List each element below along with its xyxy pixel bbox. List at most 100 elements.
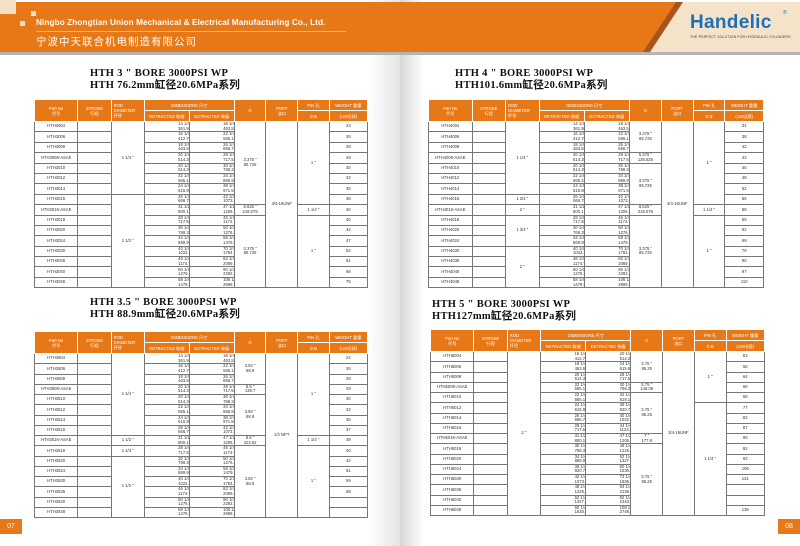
value-in: 34 1/4 " xyxy=(178,235,190,241)
weight: 33 xyxy=(328,404,369,416)
value-in: 24 1/4 " xyxy=(573,183,585,189)
header-rod-text: 杆径 xyxy=(508,113,517,118)
weight: 42 xyxy=(724,141,764,154)
stroke: 16 "406.4 xyxy=(77,193,112,206)
value-in: 82 1/4 " xyxy=(618,256,630,262)
value-mm: 1276.35 xyxy=(573,271,584,277)
table-row: HTH3016-ASAE16 "406.431 1/2 "800.147 1/2… xyxy=(33,204,369,216)
header-dimensions-text: DIMENSIONS 尺寸 xyxy=(566,102,603,108)
retracted: 50 1/4 "1276.35 xyxy=(538,266,585,278)
value-in: 30 1/4 " xyxy=(619,382,631,387)
value-in: 40 1/4 " xyxy=(573,246,585,251)
table-row: HTH501616 "406.428 1/4 "717.5544 1/4 "11… xyxy=(429,422,765,435)
part-number: HTH4012 xyxy=(428,172,473,185)
header-retracted: RETRACTED 收缩 xyxy=(143,110,190,122)
header-weight-unit: (LBS)(磅) xyxy=(725,340,765,352)
weight: 29 xyxy=(328,152,369,164)
value-in: 58 1/4 " xyxy=(178,277,190,282)
retracted: 34 1/4 "869.95 xyxy=(538,235,585,247)
extracted: 30 1/4 "768.35 xyxy=(585,381,632,394)
table-row: HTH354848 "1219.258 1/4 "1479.55106 1/4 … xyxy=(33,506,369,519)
value-in: 16 1/4 " xyxy=(178,363,190,369)
page-number-left: 07 xyxy=(0,519,22,534)
header-pin-text: PIN 孔 xyxy=(307,334,320,340)
table-row: HTH401818 "457.21 3/4 "28 1/4 "717.5546 … xyxy=(428,214,764,289)
header-dimensions: DIMENSIONS 尺寸 xyxy=(538,99,630,111)
part-number: HTH5012 xyxy=(429,402,475,414)
g-dimension: 3.375 " 85.725 xyxy=(628,214,662,289)
header-weight-unit: (LBS)(磅) xyxy=(328,110,369,122)
value-mm: 1022.35 xyxy=(178,250,189,256)
g-dimension: 3.75 " 95.25 xyxy=(630,392,664,434)
title-en: HTH 5 " BORE 3000PSI WP xyxy=(432,299,571,310)
value-mm: 971.55 xyxy=(223,188,234,194)
part-number: HTH5014 xyxy=(429,412,475,424)
value-in: 5.75 " xyxy=(641,382,653,387)
retracted: 20 1/4 "514.35 xyxy=(540,371,587,383)
value-in: 8.625 " xyxy=(243,204,257,210)
value-in: 28 1/4 " xyxy=(619,372,631,377)
value-in: 90 1/4 " xyxy=(223,497,235,502)
retracted: 22 1/4 "565.15 xyxy=(540,381,587,394)
header-stroke: STROKE 行程 xyxy=(471,99,507,122)
pin-diameter: 1 1/4 " xyxy=(693,402,727,516)
value-in: 46 1/4 " xyxy=(178,486,190,492)
weight: 77 xyxy=(725,402,765,414)
value-in: 38 1/4 " xyxy=(223,415,235,420)
g-dimension: 7 " 177.8 xyxy=(630,432,664,445)
part-number: HTH4036 xyxy=(428,256,473,268)
part-number: HTH4008 xyxy=(428,141,473,154)
value-in: 28 1/4 " xyxy=(178,215,190,220)
value-mm: 1123.95 xyxy=(619,427,630,433)
weight: 43 xyxy=(724,152,764,164)
header-g: G xyxy=(628,99,662,122)
part-number: HTH4030 xyxy=(428,245,473,258)
value-mm: 666.75 xyxy=(223,146,234,152)
extracted: 52 1/4 "1327.15 xyxy=(585,453,632,465)
header-retracted-text: RETRACTED 收缩 xyxy=(545,343,581,349)
stroke: 8 "203.2 xyxy=(473,371,508,383)
stroke: 36 "914.4 xyxy=(77,256,112,268)
stroke: 14 "355.6 xyxy=(77,414,112,426)
value-in: 30 1/4 " xyxy=(223,163,235,168)
extracted: 48 1/4 "1225.55 xyxy=(585,443,632,455)
weight: 79 xyxy=(724,245,764,258)
part-number: HTH3008-ASAE xyxy=(33,152,79,164)
value-in: 52 1/4 " xyxy=(574,495,586,500)
table-row: HTH3508-ASAE8 "203.220 1/4 "514.3528 1/4… xyxy=(33,383,369,396)
retracted: 46 1/4 "1174.75 xyxy=(143,486,190,498)
header-pin: PIN 孔 xyxy=(297,331,330,343)
part-number: HTH3510 xyxy=(33,393,79,406)
value-in: 34 1/4 " xyxy=(178,466,190,471)
value-mm: 666.75 xyxy=(223,378,234,384)
value-mm: 666.75 xyxy=(574,417,586,423)
value-in: 18 1/4 " xyxy=(178,374,190,379)
part-number: HTH5040 xyxy=(429,494,475,506)
value-mm: 2292.35 xyxy=(223,501,234,507)
retracted: 31 1/2 "800.1 xyxy=(540,432,587,445)
header-band-left xyxy=(0,0,400,52)
part-number: HTH3006 xyxy=(33,131,79,143)
retracted: 31 1/2 "800.1 xyxy=(143,204,190,216)
part-number: HTH3536 xyxy=(33,486,79,498)
value-mm: 2292.35 xyxy=(223,271,234,277)
g-dimension: 8.8 " 223.52 xyxy=(233,434,267,447)
table-title: HTH 4 " BORE 3000PSI WP HTH101.6mm缸径20.6M… xyxy=(455,68,608,92)
part-number: HTH3504 xyxy=(33,352,79,365)
value-in: 70 1/4 " xyxy=(618,246,630,251)
value-in: 18 1/4 " xyxy=(618,121,630,127)
extracted: 84 1/4 "2139.95 xyxy=(585,484,632,496)
header-port-text: 油口 xyxy=(277,110,286,116)
extracted: 58 1/4 "1479.55 xyxy=(583,235,630,247)
part-number: HTH3040 xyxy=(33,266,79,278)
weight: 47 xyxy=(328,235,369,247)
part-number: HTH3024 xyxy=(33,235,79,247)
header-g-text: G xyxy=(643,108,648,113)
value-in: 24 1/4 " xyxy=(178,183,190,189)
value-in: 22 1/4 " xyxy=(178,404,190,410)
stroke: 10 "254 xyxy=(77,162,112,174)
value-in: 47 1/2 " xyxy=(619,433,631,439)
extracted: 36 1/4 "920.75 xyxy=(585,402,632,414)
value-mm: 666.75 xyxy=(178,198,189,204)
value-mm: 463.55 xyxy=(223,125,234,131)
